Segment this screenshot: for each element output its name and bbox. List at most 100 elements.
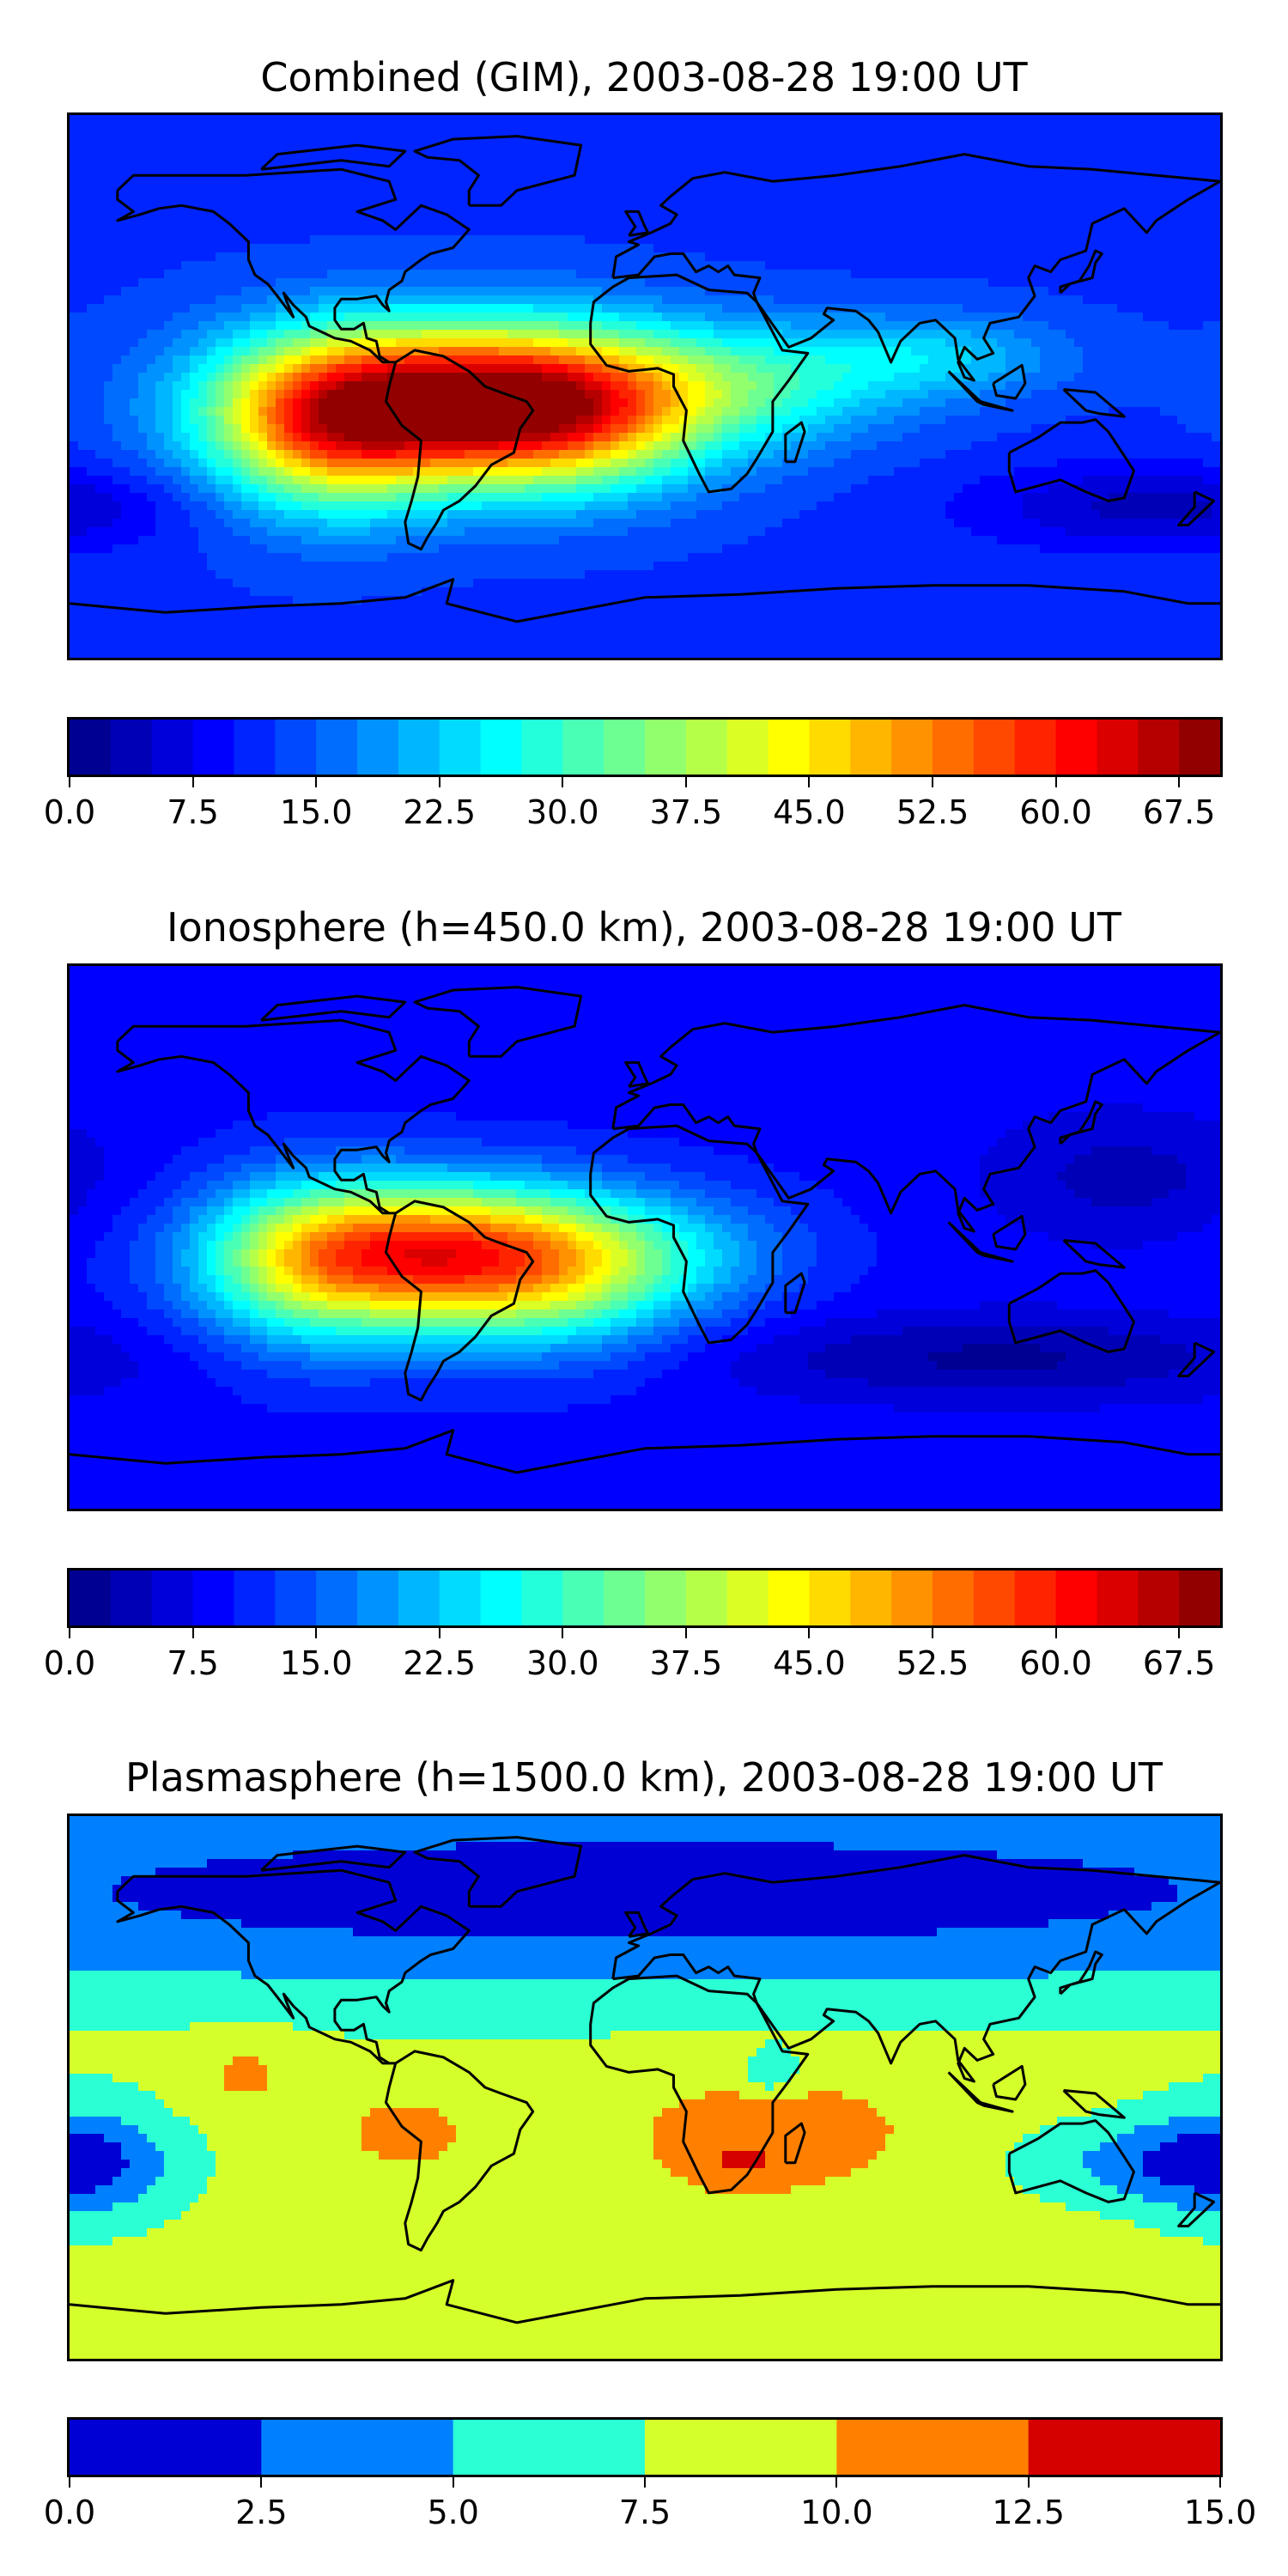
coastline bbox=[116, 1868, 471, 2065]
colorbar-segment bbox=[521, 1571, 563, 1625]
colorbar-tick-label: 0.0 bbox=[0, 793, 155, 832]
colorbar-tick-label: 37.5 bbox=[600, 1643, 772, 1683]
colorbar-tick-label: 5.0 bbox=[368, 2493, 539, 2532]
colorbar-segment bbox=[234, 1571, 276, 1625]
coastline bbox=[1062, 2089, 1126, 2119]
colorbar-tick bbox=[191, 777, 194, 787]
colorbar-tick bbox=[1054, 1628, 1057, 1638]
colorbar-segment bbox=[439, 720, 482, 775]
colorbar-segment bbox=[933, 1571, 975, 1625]
colorbar-segment bbox=[1097, 1571, 1139, 1625]
colorbar-segment bbox=[645, 720, 687, 775]
colorbar-tick bbox=[835, 2477, 838, 2488]
colorbar bbox=[67, 1568, 1223, 1628]
coastline bbox=[260, 994, 407, 1022]
colorbar-segment bbox=[973, 720, 1016, 775]
colorbar-tick bbox=[191, 1628, 194, 1638]
colorbar-tick-labels: 0.0 2.5 5.0 7.5 10.0 12.5 15.0 bbox=[44, 2477, 1256, 2532]
colorbar-tick-label: 37.5 bbox=[600, 793, 772, 832]
colorbar-tick bbox=[1027, 2477, 1030, 2488]
colorbar-tick bbox=[932, 1628, 933, 1638]
coastline bbox=[947, 2071, 1014, 2113]
colorbar-tick-label: 22.5 bbox=[354, 793, 526, 832]
colorbar-tick-labels: 0.0 7.5 15.0 22.5 30.0 37.5 45.0 52.5 60.0 67.5 bbox=[44, 777, 1220, 832]
colorbar-tick-labels: 0.0 7.5 15.0 22.5 30.0 37.5 45.0 52.5 60.0 67.5 bbox=[44, 1628, 1220, 1683]
colorbar-segment bbox=[836, 2420, 1030, 2475]
coastline bbox=[947, 370, 1014, 412]
colorbar bbox=[67, 717, 1223, 777]
coastline bbox=[413, 986, 583, 1058]
colorbar-segment bbox=[357, 1571, 399, 1625]
colorbar-segment bbox=[398, 720, 440, 775]
colorbar-segment bbox=[480, 720, 522, 775]
coastline bbox=[1177, 2191, 1216, 2227]
colorbar-tick bbox=[562, 777, 564, 787]
colorbar-segment bbox=[1179, 1571, 1220, 1625]
colorbar-segment bbox=[768, 720, 810, 775]
colorbar-tick-label: 15.0 bbox=[230, 1643, 402, 1683]
colorbar-segment bbox=[891, 720, 933, 775]
colorbar-segment bbox=[261, 2420, 454, 2475]
colorbar-tick-label: 45.0 bbox=[723, 793, 895, 832]
coastline bbox=[624, 210, 650, 237]
coastline bbox=[413, 135, 583, 207]
coastline bbox=[385, 349, 535, 551]
coastline bbox=[947, 1221, 1014, 1263]
colorbar-tick-label: 52.5 bbox=[847, 793, 1018, 832]
coastline bbox=[1059, 1100, 1103, 1145]
coastline bbox=[413, 1836, 583, 1908]
colorbar-tick bbox=[808, 1628, 811, 1638]
coastline bbox=[1007, 1269, 1135, 1353]
coastline bbox=[784, 421, 806, 464]
coastline bbox=[624, 1911, 650, 1938]
colorbar-tick-label: 67.5 bbox=[1093, 793, 1265, 832]
colorbar-segment bbox=[1097, 720, 1139, 775]
coastline bbox=[1007, 2119, 1135, 2203]
colorbar-segment bbox=[192, 1571, 234, 1625]
colorbar-tick bbox=[932, 777, 933, 787]
colorbar-segment bbox=[562, 1571, 605, 1625]
colorbar-tick-label: 52.5 bbox=[847, 1643, 1018, 1683]
colorbar-segment bbox=[726, 720, 769, 775]
colorbar-segment bbox=[1028, 2420, 1220, 2475]
colorbar-tick-label: 67.5 bbox=[1093, 1643, 1265, 1683]
coastline bbox=[116, 1018, 471, 1215]
colorbar-tick-label: 15.0 bbox=[230, 793, 402, 832]
colorbar-segment bbox=[562, 720, 605, 775]
colorbar-tick bbox=[315, 777, 318, 787]
colorbar-segment bbox=[604, 720, 646, 775]
colorbar-tick bbox=[438, 1628, 440, 1638]
colorbar-segment bbox=[685, 720, 728, 775]
colorbar-tick-label: 10.0 bbox=[750, 2493, 922, 2532]
colorbar-tick-label: 7.5 bbox=[107, 1643, 279, 1683]
coastline bbox=[116, 167, 471, 364]
colorbar-segment bbox=[809, 1571, 851, 1625]
colorbar-segment bbox=[439, 1571, 482, 1625]
colorbar-tick-label: 2.5 bbox=[175, 2493, 347, 2532]
coastline bbox=[260, 143, 407, 171]
colorbar-segment bbox=[521, 720, 563, 775]
colorbar-segment bbox=[645, 2420, 837, 2475]
colorbar-segment bbox=[110, 720, 153, 775]
coastline bbox=[611, 1854, 1220, 2083]
colorbar-tick-label: 0.0 bbox=[0, 2493, 155, 2532]
coastline bbox=[589, 1974, 810, 2195]
colorbar-segment bbox=[275, 1571, 317, 1625]
colorbar-segment bbox=[1014, 1571, 1057, 1625]
colorbar-segment bbox=[151, 1571, 194, 1625]
colorbar-tick-label: 0.0 bbox=[0, 1643, 155, 1683]
coastline bbox=[1059, 249, 1103, 295]
coastline bbox=[1177, 490, 1216, 526]
colorbar-segment bbox=[933, 720, 975, 775]
coastline bbox=[385, 2050, 535, 2252]
coastline bbox=[385, 1200, 535, 1402]
coastline bbox=[1062, 1239, 1126, 1269]
colorbar-segment bbox=[398, 1571, 440, 1625]
colorbar-tick bbox=[69, 777, 70, 787]
colorbar-segment bbox=[480, 1571, 522, 1625]
coastline bbox=[611, 1004, 1220, 1233]
colorbar-tick bbox=[438, 777, 440, 787]
map-ionosphere bbox=[67, 963, 1223, 1511]
colorbar-segment bbox=[453, 2420, 646, 2475]
coastline bbox=[992, 1214, 1027, 1251]
